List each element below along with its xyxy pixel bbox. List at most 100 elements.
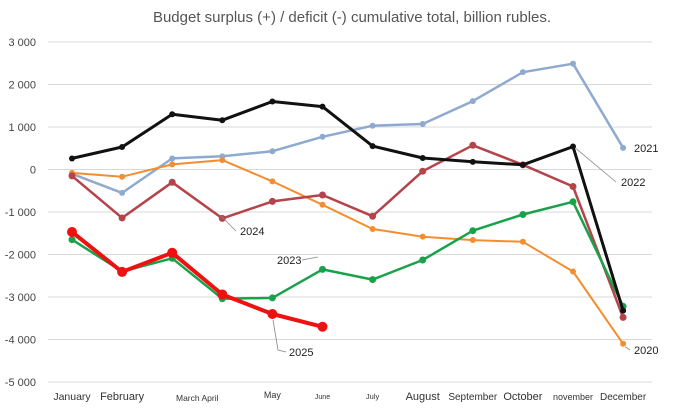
data-point-2020 (319, 201, 326, 208)
series-label-leader (301, 256, 319, 261)
data-point-2021 (319, 133, 326, 140)
data-point-2025 (117, 266, 128, 277)
x-tick-label: March April (176, 393, 219, 403)
series-label-2024: 2024 (240, 226, 264, 238)
x-tick-label: June (315, 394, 330, 401)
gridlines (48, 41, 652, 383)
data-point-2024 (419, 167, 427, 175)
y-tick-label: -3 000 (5, 292, 36, 304)
series-line-2020 (71, 159, 625, 345)
data-point-2020 (119, 173, 126, 180)
data-point-2020 (620, 340, 627, 347)
x-tick-label: January (53, 391, 91, 403)
data-point-2021 (119, 189, 126, 196)
data-point-2025 (67, 226, 77, 237)
x-tick-label: October (503, 391, 542, 403)
x-tick-label: november (553, 392, 593, 402)
x-tick-label: July (366, 392, 380, 401)
series-label-leader (272, 319, 287, 353)
y-tick-label: 3 000 (8, 37, 36, 49)
series-label-2023: 2023 (277, 255, 301, 267)
data-point-2022 (219, 117, 226, 124)
data-point-2023 (319, 265, 326, 273)
x-tick-label: December (600, 392, 647, 403)
x-tick-label: September (448, 392, 498, 403)
data-point-2021 (620, 144, 627, 151)
data-point-2024 (118, 214, 126, 222)
data-point-2023 (268, 294, 276, 302)
data-point-2020 (169, 161, 176, 168)
data-point-2025 (317, 321, 328, 332)
series-line-2024 (70, 144, 625, 319)
y-tick-label: 0 (30, 165, 36, 177)
data-point-2022 (119, 143, 126, 150)
data-point-2021 (169, 155, 176, 162)
series-line-2022 (70, 100, 625, 313)
x-tick-label: February (100, 391, 145, 403)
data-point-2024 (369, 212, 377, 220)
data-point-2022 (620, 307, 627, 314)
series-labels: 2021 2022 2024 2023 2025 2020 (219, 143, 658, 359)
data-point-2023 (419, 256, 427, 264)
series-line-2025 (70, 230, 325, 329)
data-point-2022 (519, 161, 526, 168)
series-label-leader (575, 148, 617, 183)
data-point-2023 (569, 198, 577, 206)
series-label-leader (219, 214, 237, 232)
data-point-2021 (519, 69, 526, 76)
chart-title: Budget surplus (+) / deficit (-) cumulat… (153, 9, 551, 26)
data-point-2022 (319, 103, 326, 110)
series-label-2025: 2025 (289, 347, 313, 359)
data-point-2025 (267, 309, 278, 319)
data-point-2022 (419, 155, 426, 162)
y-tick-label: 2 000 (8, 80, 36, 92)
data-point-2023 (369, 276, 377, 284)
y-tick-label: -4 000 (5, 335, 36, 347)
data-point-2020 (219, 157, 226, 164)
series-label-2021: 2021 (634, 143, 658, 155)
series-label-2020: 2020 (634, 345, 658, 357)
data-point-2021 (570, 60, 576, 67)
x-tick-label: August (406, 391, 440, 403)
data-point-2023 (469, 227, 477, 235)
series-label-2022: 2022 (621, 177, 645, 189)
series-layer (67, 60, 627, 347)
y-tick-label: -5 000 (5, 377, 36, 389)
data-point-2021 (419, 121, 426, 128)
data-point-2024 (469, 141, 477, 149)
data-point-2025 (217, 289, 228, 300)
data-point-2024 (168, 178, 176, 186)
data-point-2020 (419, 233, 426, 240)
data-point-2020 (570, 268, 576, 275)
data-point-2020 (469, 237, 476, 244)
data-point-2025 (167, 247, 178, 258)
data-point-2022 (269, 98, 276, 105)
series-line-2023 (70, 200, 625, 308)
data-point-2024 (569, 183, 577, 190)
data-point-2024 (619, 313, 627, 321)
data-point-2022 (469, 158, 476, 165)
data-point-2021 (269, 148, 276, 155)
data-point-2021 (469, 98, 476, 105)
data-point-2022 (69, 155, 75, 162)
data-point-2022 (169, 111, 176, 118)
data-point-2021 (369, 122, 376, 129)
series-2025 (67, 226, 328, 332)
y-tick-label: 1 000 (8, 122, 36, 134)
data-point-2023 (519, 211, 527, 219)
data-point-2024 (68, 172, 76, 180)
data-point-2020 (269, 178, 276, 185)
y-axis-ticks: 3 000 2 000 1 000 0 -1 000 -2 000 -3 000 -4 000… (5, 37, 36, 389)
x-axis-ticks: January February March April May June July Aug… (53, 390, 647, 403)
data-point-2022 (369, 143, 376, 150)
x-tick-label: May (264, 390, 282, 400)
series-label-leader (624, 346, 631, 351)
data-point-2023 (68, 236, 76, 244)
data-point-2024 (218, 214, 226, 222)
data-point-2022 (570, 143, 576, 150)
series-2020 (69, 157, 627, 347)
series-2024 (68, 141, 627, 321)
data-point-2024 (268, 197, 276, 205)
